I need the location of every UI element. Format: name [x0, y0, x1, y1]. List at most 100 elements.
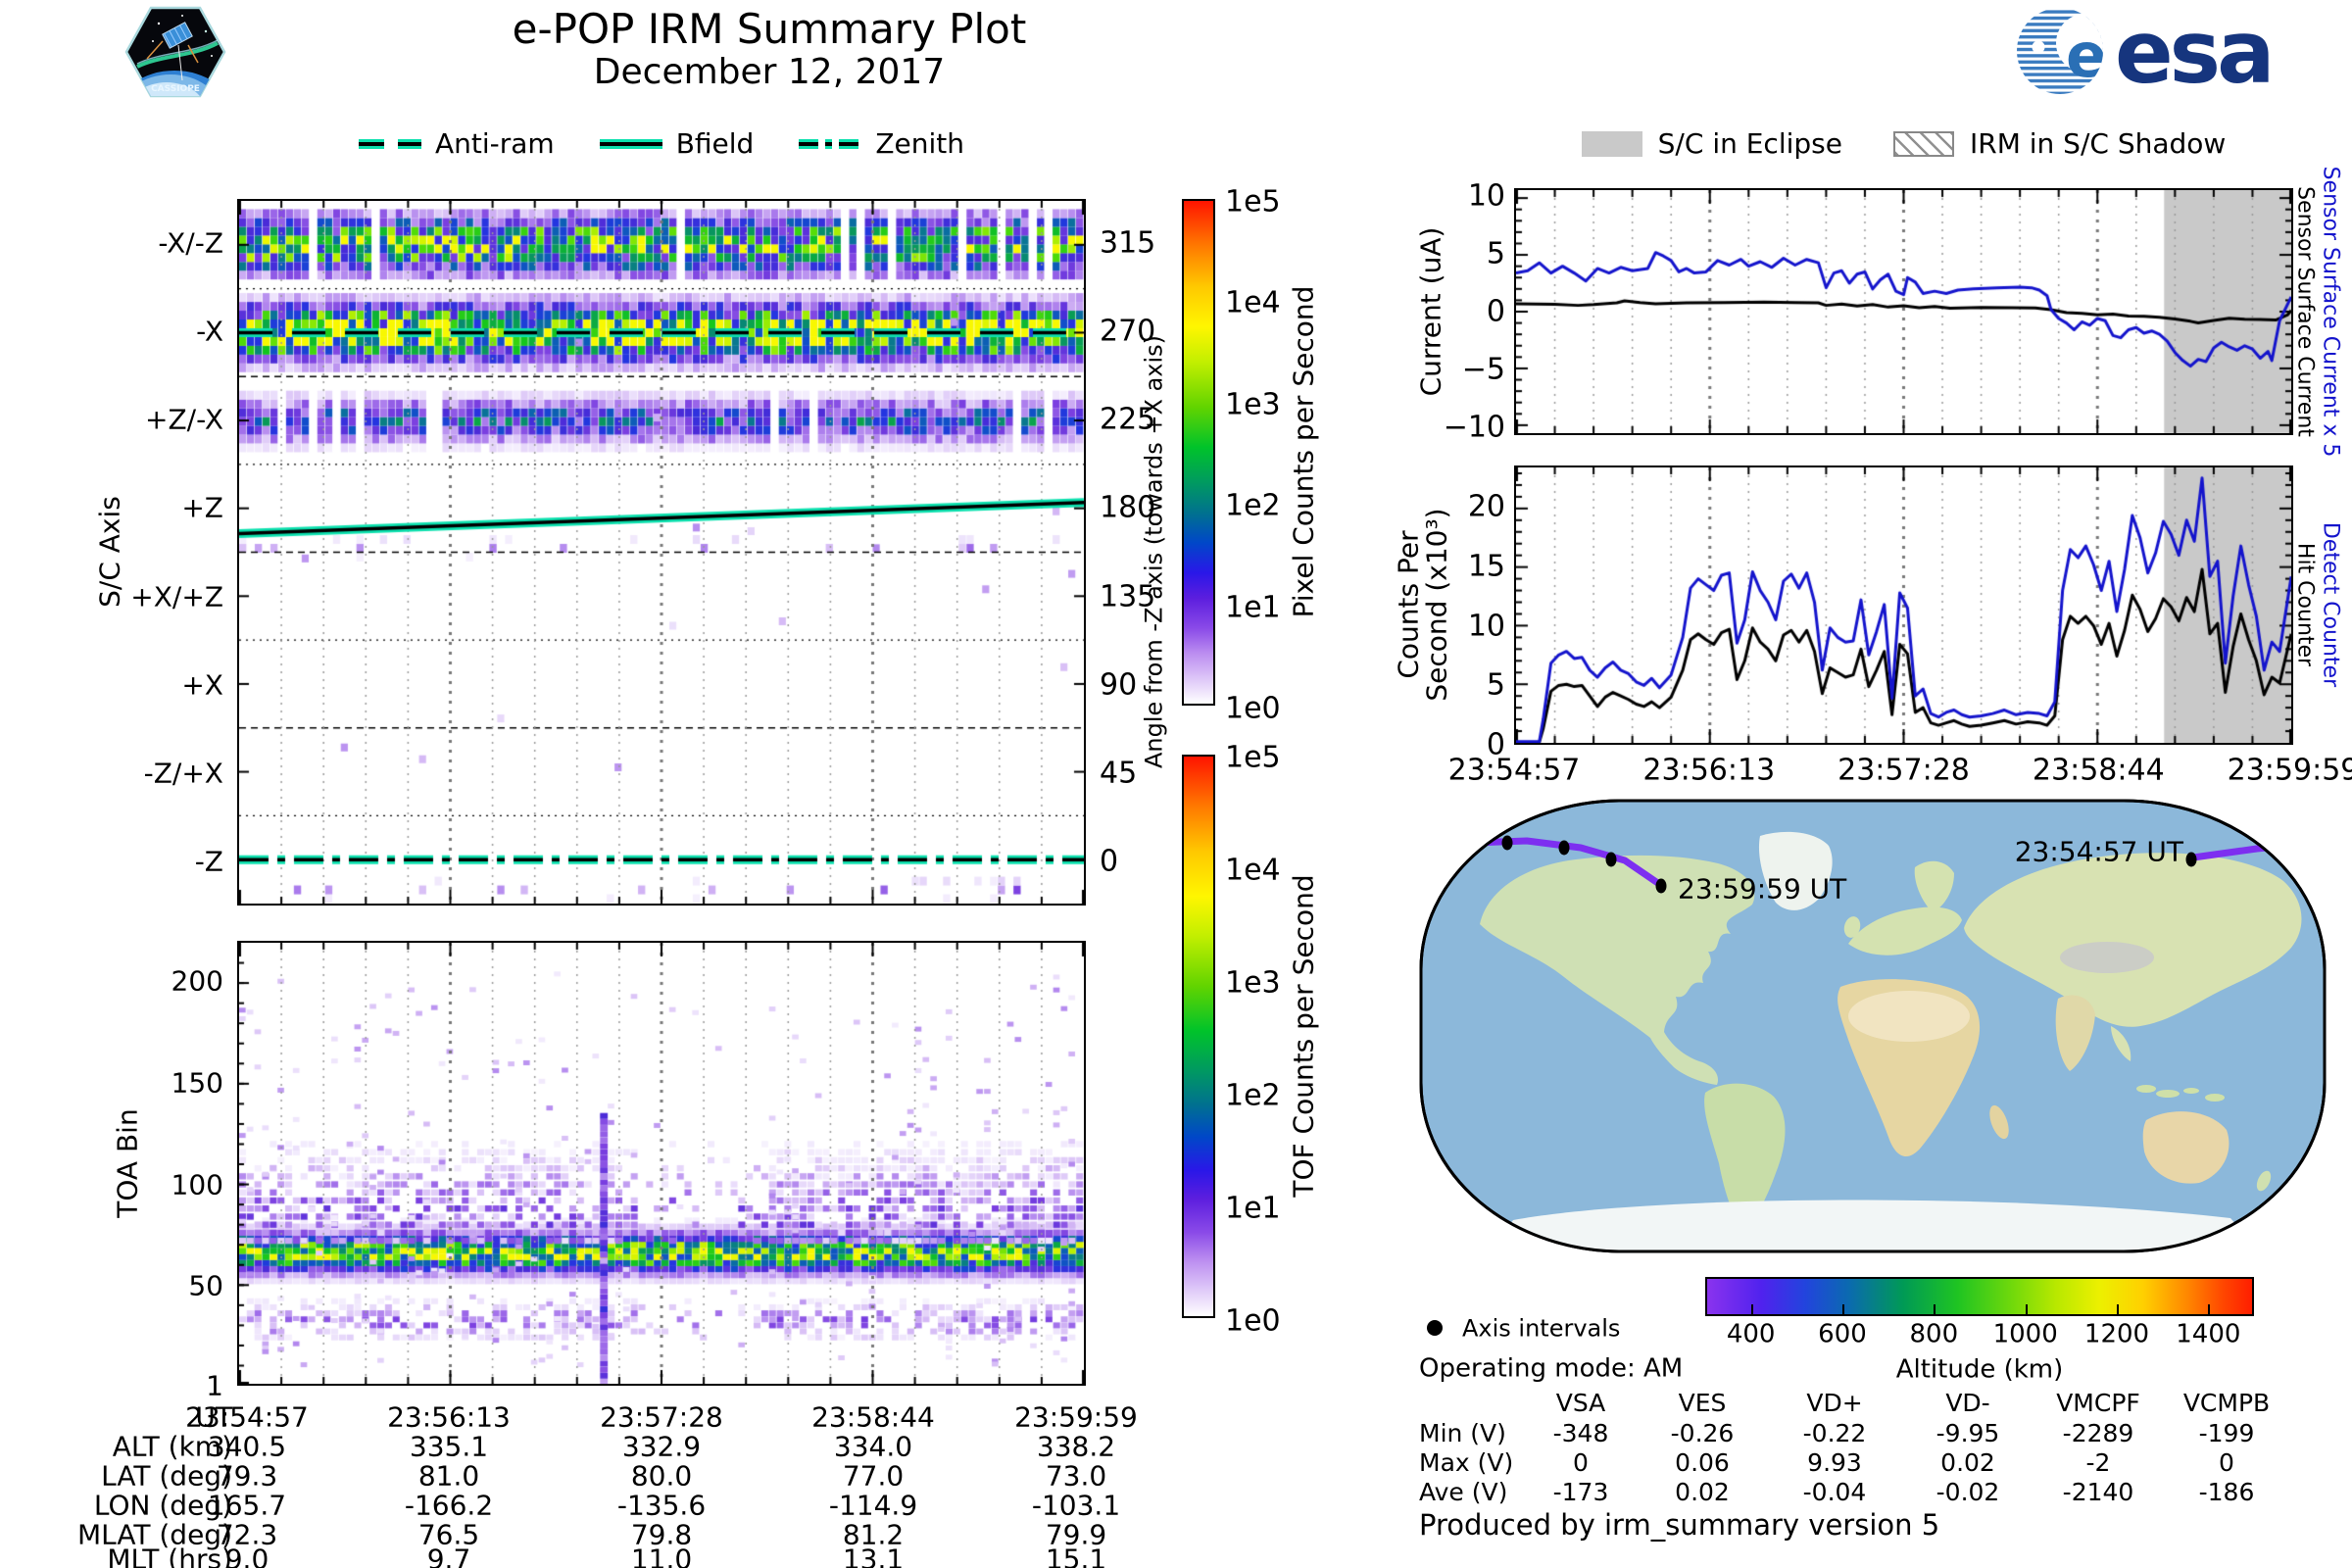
sc-axis-ytick-left: -X	[196, 315, 223, 348]
right-time-tick: 23:54:57	[1447, 753, 1581, 788]
pixel-colorbar-tick: 1e1	[1225, 589, 1281, 624]
continent-south-america	[1704, 1083, 1786, 1228]
current-ytick: −5	[1461, 352, 1505, 387]
ephemeris-value: 338.2	[1036, 1430, 1116, 1463]
right-time-tick: 23:58:44	[2032, 753, 2165, 788]
sc-axis-ytick-right: 270	[1100, 314, 1156, 349]
legend-item-shadow: IRM in S/C Shadow	[1892, 127, 2227, 160]
ephemeris-value: 9.0	[224, 1543, 270, 1568]
toa-ytick: 50	[188, 1269, 223, 1302]
altitude-tick: 600	[1818, 1319, 1867, 1349]
legend-item-bfield: Bfield	[599, 127, 754, 160]
page-date: December 12, 2017	[593, 52, 946, 93]
current-ytick: 10	[1467, 178, 1505, 214]
pixel-colorbar-label: Pixel Counts per Second	[1287, 285, 1320, 618]
axis-interval-marker	[1501, 835, 1513, 851]
altitude-tickmark	[1750, 1304, 1753, 1314]
altitude-tick: 1400	[2176, 1319, 2241, 1349]
current-chart-canvas	[1516, 190, 2291, 433]
patch-text: CASSIOPE	[151, 84, 200, 94]
esa-wordmark: esa	[2115, 4, 2271, 98]
toa-ytick: 100	[171, 1168, 223, 1201]
current-chart-panel	[1514, 188, 2293, 435]
ephemeris-value: 81.0	[417, 1459, 480, 1493]
legend-item-anti-ram: Anti-ram	[358, 127, 555, 160]
current-ytick: −10	[1443, 410, 1505, 445]
tof-colorbar-tick: 1e3	[1225, 965, 1281, 1001]
voltage-value: -0.22	[1802, 1418, 1867, 1447]
voltage-value: -2140	[2062, 1477, 2134, 1506]
voltage-value: 0.02	[1940, 1447, 1995, 1477]
operating-mode-label: Operating mode: AM	[1419, 1353, 1684, 1384]
sc-axis-ytick-right: 45	[1100, 756, 1138, 791]
sc-axis-ytick-right: 180	[1100, 490, 1156, 525]
sc-axis-ytick-left: +Z	[181, 491, 223, 524]
voltage-value: 0.02	[1675, 1477, 1730, 1506]
counts-ylabel: Counts Per Second (x10³)	[1392, 508, 1453, 702]
continent-greenland	[1758, 831, 1833, 910]
pixel-counts-colorbar	[1182, 199, 1215, 706]
voltage-value: -2	[2085, 1447, 2111, 1477]
toa-spectrogram-panel	[237, 941, 1086, 1386]
ephemeris-value: 73.0	[1045, 1459, 1107, 1493]
legend-label: Anti-ram	[434, 127, 555, 160]
voltage-col-header: VSA	[1555, 1388, 1606, 1417]
ephemeris-value: 23:58:44	[811, 1400, 935, 1434]
toa-ylabel: TOA Bin	[111, 1108, 144, 1218]
voltage-col-header: VD-	[1945, 1388, 1990, 1417]
counts-ytick: 0	[1486, 727, 1505, 762]
continent-north-america	[1480, 855, 1755, 1085]
voltage-row-label: Min (V)	[1419, 1418, 1506, 1447]
toa-spectrogram-canvas	[239, 943, 1084, 1384]
sc-axis-ylabel-right: Angle from -Z axis (towards +X axis)	[1140, 334, 1168, 769]
zenith-line-sample	[799, 138, 862, 149]
voltage-value: -0.02	[1936, 1477, 2000, 1506]
continent-asia	[1964, 853, 2302, 1027]
ephemeris-value: 81.2	[842, 1518, 905, 1551]
legend-label: IRM in S/C Shadow	[1969, 127, 2227, 160]
tof-colorbar-tick: 1e4	[1225, 853, 1281, 888]
toa-ytick: 150	[171, 1066, 223, 1100]
sc-axis-ytick-left: -X/-Z	[158, 226, 223, 260]
hatched-box-icon	[1892, 130, 1954, 157]
altitude-bar-label: Altitude (km)	[1895, 1354, 2064, 1385]
ephemeris-value: 334.0	[833, 1430, 913, 1463]
sc-axis-spectrogram-panel	[237, 199, 1086, 906]
axis-interval-marker	[2317, 835, 2325, 851]
bfield-line-sample	[599, 138, 662, 149]
legend-item-zenith: Zenith	[799, 127, 964, 160]
ephemeris-value: 79.8	[630, 1518, 693, 1551]
tof-colorbar-tick: 1e0	[1225, 1303, 1281, 1339]
altitude-tick: 1000	[1992, 1319, 2058, 1349]
ephemeris-value: -166.2	[404, 1489, 494, 1522]
tof-colorbar-tick: 1e2	[1225, 1078, 1281, 1113]
ephemeris-value: 13.1	[842, 1543, 905, 1568]
voltage-row-label: Max (V)	[1419, 1447, 1514, 1477]
altitude-tick: 1200	[2083, 1319, 2150, 1349]
pixel-colorbar-tick: 1e5	[1225, 184, 1281, 220]
continent-japan	[2254, 935, 2278, 959]
counts-right-label-blue: Detect Counter	[2318, 521, 2343, 688]
ephemeris-value: 77.0	[842, 1459, 905, 1493]
axis-interval-marker	[1605, 852, 1617, 867]
continent-india	[2055, 995, 2095, 1071]
ephemeris-row-label: MLT (hrs)	[107, 1543, 232, 1568]
eclipse-legend: S/C in Eclipse IRM in S/C Shadow	[1475, 127, 2332, 160]
legend-label: S/C in Eclipse	[1657, 127, 1842, 160]
altitude-tickmark	[2117, 1304, 2119, 1314]
sc-axis-ytick-right: 315	[1100, 225, 1156, 261]
tof-colorbar-label: TOF Counts per Second	[1287, 874, 1320, 1198]
voltage-value: 9.93	[1807, 1447, 1862, 1477]
axis-interval-marker	[2185, 852, 2197, 867]
current-ylabel: Current (uA)	[1414, 226, 1447, 397]
world-map	[1419, 799, 2327, 1253]
altitude-tickmark	[2208, 1304, 2211, 1314]
voltage-col-header: VMCPF	[2056, 1388, 2140, 1417]
altitude-tickmark	[1842, 1304, 1844, 1314]
voltage-value: -186	[2198, 1477, 2255, 1506]
ephemeris-value: 79.9	[1045, 1518, 1107, 1551]
altitude-tick: 400	[1726, 1319, 1776, 1349]
voltage-col-header: VD+	[1806, 1388, 1863, 1417]
gray-box-icon	[1581, 130, 1642, 157]
